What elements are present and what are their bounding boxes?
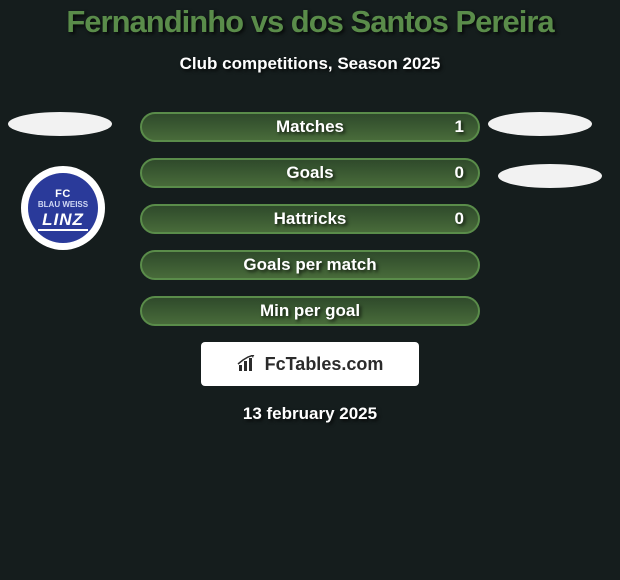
stat-label: Goals per match: [243, 255, 376, 275]
stat-row: Min per goal: [140, 296, 480, 326]
stat-row: Goals 0: [140, 158, 480, 188]
stat-label: Min per goal: [260, 301, 360, 321]
stat-row: Goals per match: [140, 250, 480, 280]
right-ellipse-2: [498, 164, 602, 188]
badge-text-mid: BLAU WEISS: [38, 201, 88, 209]
stat-value: 0: [455, 209, 464, 229]
club-badge: FC BLAU WEISS LINZ: [21, 166, 105, 250]
stat-label: Goals: [286, 163, 333, 183]
watermark-text: FcTables.com: [265, 354, 384, 375]
fctables-watermark: FcTables.com: [201, 342, 419, 386]
stat-row: Matches 1: [140, 112, 480, 142]
page-subtitle: Club competitions, Season 2025: [0, 54, 620, 74]
stat-rows: Matches 1 Goals 0 Hattricks 0 Goals per match M…: [140, 112, 480, 326]
bar-chart-icon: [237, 355, 259, 373]
badge-text-top: FC: [55, 189, 71, 200]
page-title: Fernandinho vs dos Santos Pereira: [0, 0, 620, 40]
right-ellipse-1: [488, 112, 592, 136]
footer-date: 13 february 2025: [0, 404, 620, 424]
comparison-arena: FC BLAU WEISS LINZ Matches1Goals0Hattric…: [0, 112, 620, 424]
stat-value: 1: [455, 117, 464, 137]
stat-label: Hattricks: [274, 209, 347, 229]
club-badge-inner: FC BLAU WEISS LINZ: [28, 173, 98, 243]
left-ellipse-1: [8, 112, 112, 136]
stat-value: 0: [455, 163, 464, 183]
badge-text-bot: LINZ: [42, 211, 84, 228]
stat-row: Hattricks 0: [140, 204, 480, 234]
stat-label: Matches: [276, 117, 344, 137]
